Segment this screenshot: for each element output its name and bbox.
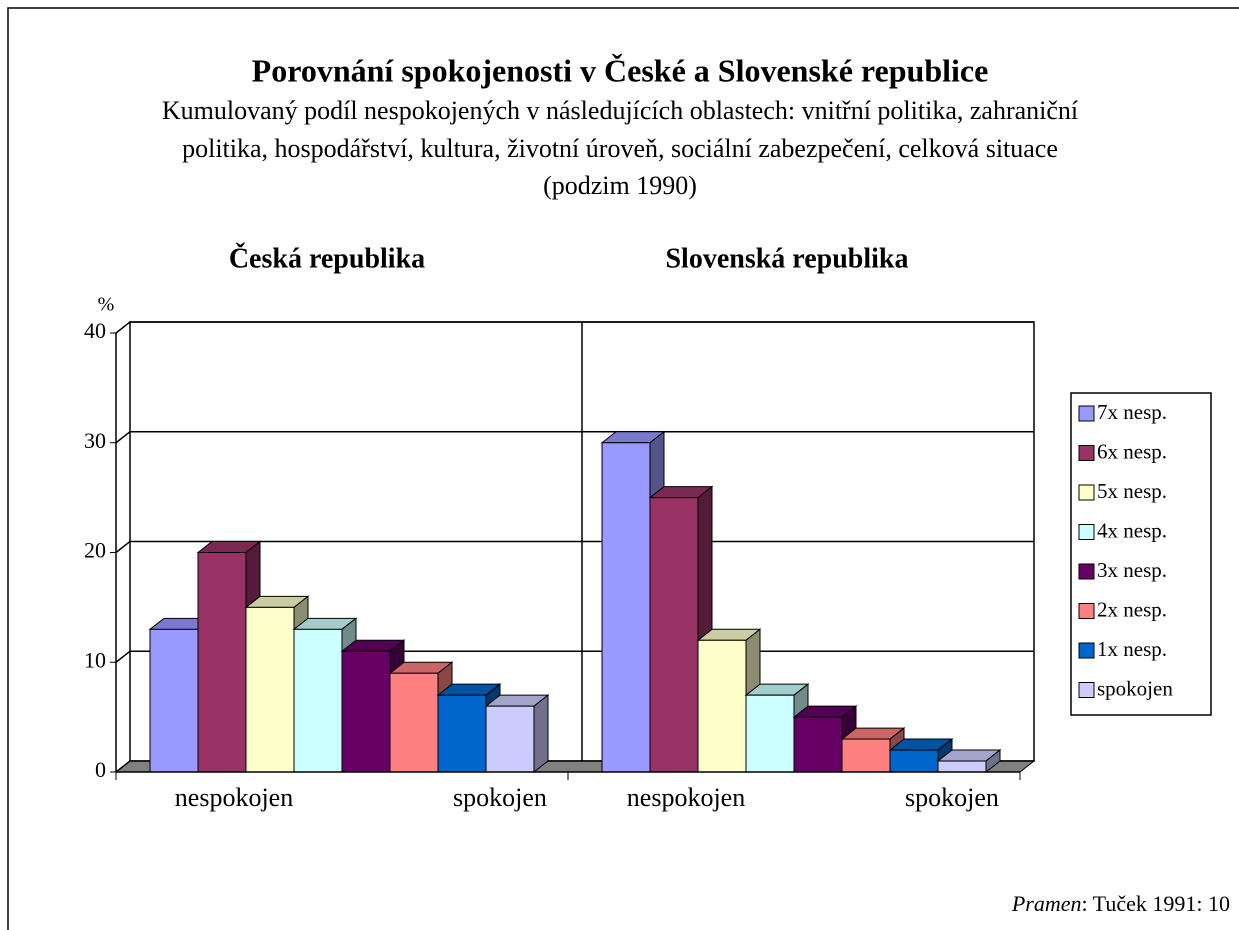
legend-label: 4x nesp. <box>1097 518 1167 542</box>
group-axis-label: nespokojen <box>627 783 745 812</box>
subtitle: Kumulovaný podíl nespokojených v následu… <box>162 96 1078 125</box>
grid-line <box>115 321 1034 334</box>
bar <box>245 606 295 773</box>
group-axis-label: spokojen <box>905 783 999 812</box>
y-unit: % <box>98 294 115 316</box>
bar <box>745 694 795 773</box>
legend-label: 2x nesp. <box>1097 597 1167 621</box>
y-tick-label: 0 <box>95 757 106 782</box>
legend-swatch <box>1078 524 1095 540</box>
group-title: Česká republika <box>229 243 425 274</box>
legend-swatch <box>1078 563 1095 580</box>
group-axis-label: nespokojen <box>175 783 293 812</box>
legend-label: 7x nesp. <box>1097 400 1167 424</box>
group-axis-label: spokojen <box>453 783 547 812</box>
grid-line <box>115 431 1034 444</box>
bar-side <box>533 694 549 774</box>
bar <box>793 716 843 773</box>
bar <box>937 760 987 773</box>
frame <box>7 7 1239 930</box>
legend-label: 3x nesp. <box>1097 558 1167 582</box>
group-title: Slovenská republika <box>665 243 908 274</box>
source: Pramen: Tuček 1991: 10 <box>1011 891 1230 916</box>
bar <box>697 639 747 773</box>
legend-swatch <box>1078 642 1095 659</box>
chart-title: Porovnání spokojenosti v České a Slovens… <box>252 52 989 88</box>
subtitle: politika, hospodářství, kultura, životní… <box>182 134 1058 163</box>
y-tick-label: 30 <box>84 428 106 453</box>
y-tick-label: 40 <box>84 318 106 343</box>
bar <box>197 552 247 773</box>
y-tick-label: 10 <box>84 647 106 672</box>
bar <box>437 694 487 773</box>
legend-swatch <box>1078 445 1095 461</box>
bar <box>841 738 891 773</box>
legend-swatch <box>1078 682 1095 698</box>
y-tick-label: 20 <box>84 538 106 563</box>
source-label: Pramen <box>1011 891 1082 916</box>
bar <box>341 650 391 773</box>
bar <box>601 442 651 773</box>
source-text: : Tuček 1991: 10 <box>1081 891 1230 916</box>
legend-label: 6x nesp. <box>1097 439 1167 463</box>
bar <box>293 628 343 773</box>
legend-label: 1x nesp. <box>1097 637 1167 661</box>
subtitle: (podzim 1990) <box>543 171 697 200</box>
bar <box>389 672 439 773</box>
bar <box>149 628 199 773</box>
legend-swatch <box>1078 405 1095 422</box>
legend-label: 5x nesp. <box>1097 479 1167 503</box>
legend-swatch <box>1078 484 1095 501</box>
grid-line <box>115 540 1034 554</box>
legend-swatch <box>1078 603 1095 619</box>
bar <box>485 705 535 773</box>
legend-label: spokojen <box>1097 676 1173 700</box>
bar <box>649 497 699 773</box>
bar <box>889 749 939 773</box>
